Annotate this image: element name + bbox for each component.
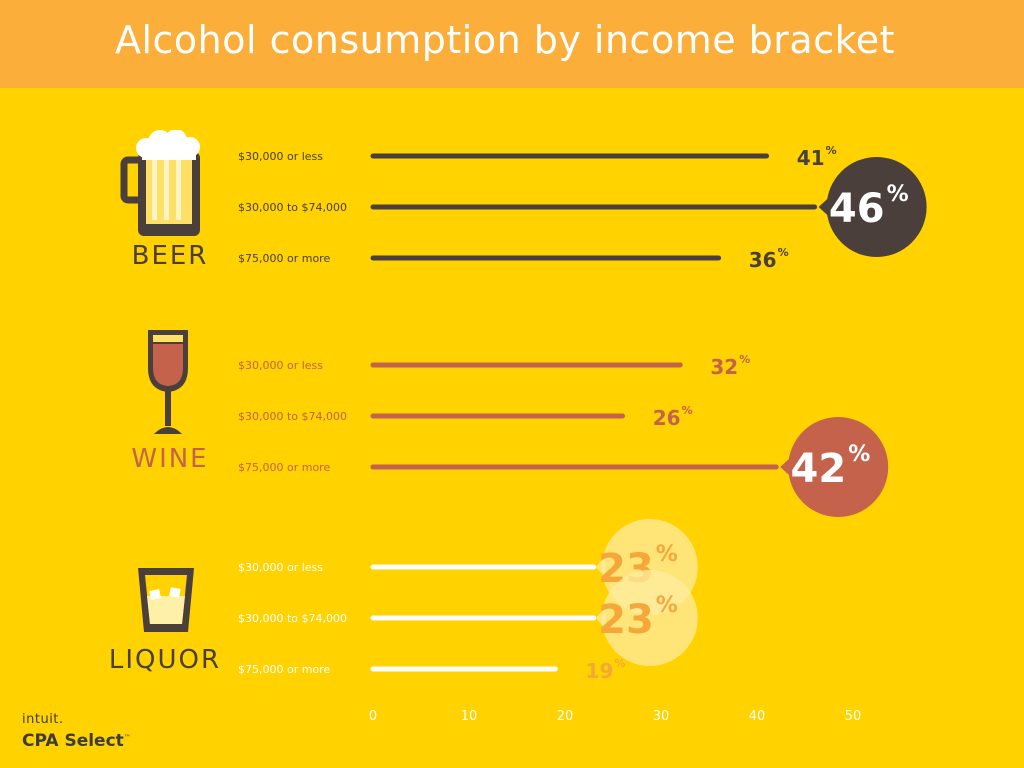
bar-value-unit: % <box>826 144 837 157</box>
x-tick-label: 40 <box>749 709 766 724</box>
x-tick-label: 20 <box>557 709 574 724</box>
bar-value-label: 23 <box>598 597 654 643</box>
beer-mug-icon <box>120 130 200 236</box>
value-bubble <box>788 417 889 517</box>
bar-category-label: $75,000 or more <box>238 663 330 676</box>
chart-title: Alcohol consumption by income bracket <box>114 18 896 62</box>
value-bubble-pointer <box>595 607 606 629</box>
x-tick-label: 50 <box>845 709 862 724</box>
value-bubble <box>826 157 927 257</box>
x-tick-label: 30 <box>653 709 670 724</box>
brand-trademark: ™ <box>123 733 131 742</box>
bar-value-label: 32 <box>710 355 738 379</box>
bar-category-label: $75,000 or more <box>238 461 330 474</box>
bar-value-label: 36 <box>749 248 777 272</box>
brand-company: intuit. <box>22 712 64 727</box>
bar-value-unit: % <box>848 442 870 467</box>
bar-value-label: 46 <box>829 186 885 232</box>
bar-category-label: $30,000 or less <box>238 359 323 372</box>
bar-category-label: $30,000 to $74,000 <box>238 201 347 214</box>
bar-value-unit: % <box>887 182 909 207</box>
bar-value-label: 41 <box>797 146 825 170</box>
bar-value-unit: % <box>614 657 625 670</box>
category-label-liquor: LIQUOR <box>108 645 222 675</box>
bar-value-unit: % <box>656 593 678 618</box>
category-label-beer: BEER <box>131 241 209 271</box>
bar-category-label: $30,000 or less <box>238 150 323 163</box>
bar-value-unit: % <box>739 353 750 366</box>
x-tick-label: 10 <box>461 709 478 724</box>
x-tick-label: 0 <box>369 709 377 724</box>
bar-value-label: 19 <box>586 659 614 683</box>
bar-value-unit: % <box>656 542 678 567</box>
value-bubble-pointer <box>595 556 606 578</box>
liquor-glass-icon <box>138 568 194 632</box>
bar-category-label: $75,000 or more <box>238 252 330 265</box>
bar-value-unit: % <box>682 404 693 417</box>
brand-product: CPA Select™ <box>22 731 131 751</box>
wine-glass-icon <box>148 330 188 434</box>
bar-value-label: 26 <box>653 406 681 430</box>
bar-value-label: 42 <box>791 446 847 492</box>
bar-category-label: $30,000 to $74,000 <box>238 410 347 423</box>
brand-product-name: CPA Select <box>22 731 124 751</box>
bar-value-unit: % <box>778 246 789 259</box>
bar-category-label: $30,000 to $74,000 <box>238 612 347 625</box>
value-bubble-pointer <box>818 196 831 218</box>
category-label-wine: WINE <box>131 444 209 474</box>
title-bar: Alcohol consumption by income bracket <box>0 0 1024 88</box>
value-bubble-pointer <box>780 456 793 478</box>
value-bubble <box>601 570 698 666</box>
bar-category-label: $30,000 or less <box>238 561 323 574</box>
